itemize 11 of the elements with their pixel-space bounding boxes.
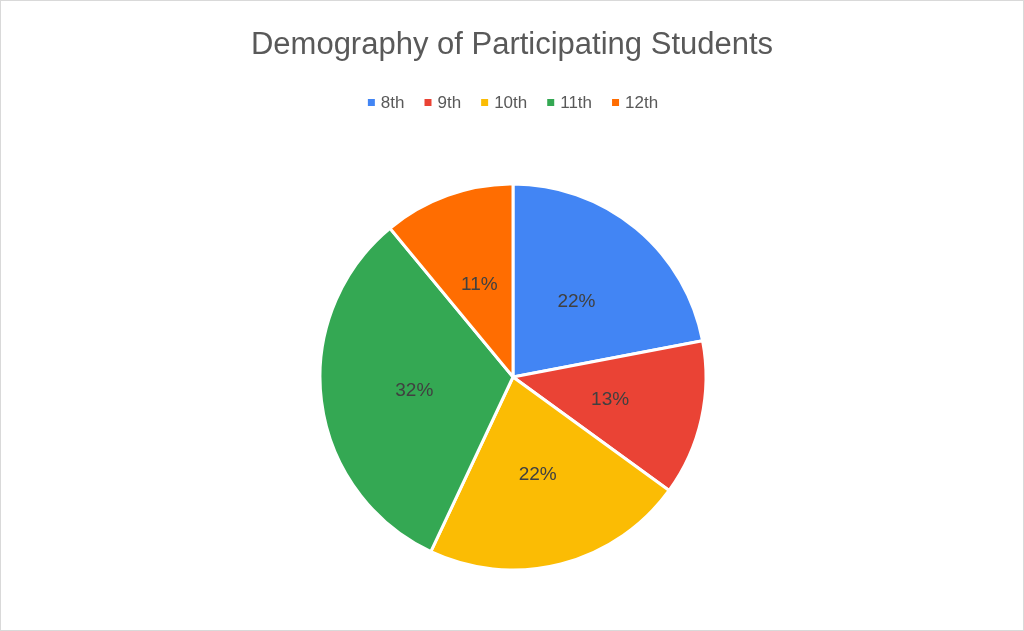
data-label: 32% bbox=[395, 378, 434, 400]
legend-label: 8th bbox=[380, 93, 405, 112]
legend-label: 11th bbox=[560, 93, 593, 112]
legend-label: 9th bbox=[437, 93, 462, 112]
data-label: 22% bbox=[557, 289, 596, 311]
legend-label: 12th bbox=[625, 93, 659, 112]
data-label: 11% bbox=[460, 272, 498, 294]
data-label: 22% bbox=[518, 462, 557, 484]
chart-title: Demography of Participating Students bbox=[250, 26, 774, 61]
data-label: 13% bbox=[591, 388, 630, 410]
legend-label: 10th bbox=[494, 93, 528, 112]
